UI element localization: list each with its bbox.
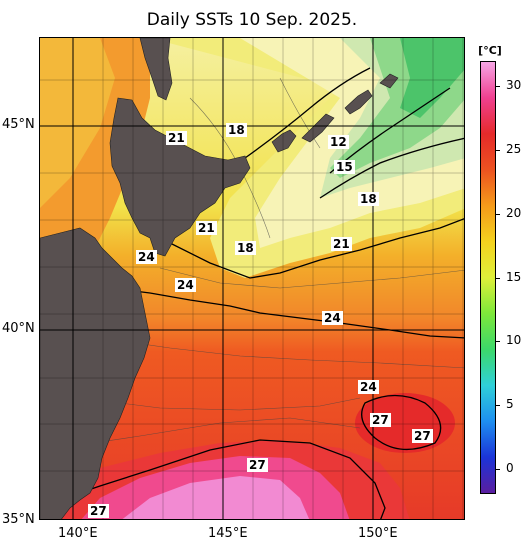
major-graticule [40,38,464,519]
contour-label: 15 [334,159,355,174]
colorbar-tick-label: 15 [506,269,522,284]
colorbar-tick-label: 10 [506,333,522,348]
kuril-urup [344,89,373,115]
sst-map-svg [40,38,464,519]
cold-core-zone [400,38,464,118]
contour-label: 21 [331,237,352,252]
contour-18 [244,67,371,159]
colorbar-tick-label: 25 [506,142,522,157]
japan-sea-north-region [40,38,115,208]
honshu [40,227,151,519]
contour-label: 24 [322,310,343,325]
contour-label: 27 [412,429,433,444]
colorbar-tick-label: 0 [506,460,514,475]
colorbar-tick-label: 5 [506,396,514,411]
kuril-kunashiri [271,129,297,153]
colorbar-tick-label: 20 [506,205,522,220]
contour-24 [109,287,464,339]
lon-label-145: 145°E [208,526,248,541]
contour-label: 21 [196,221,217,235]
colorbar [480,61,496,494]
land [40,38,399,519]
contour-15 [319,137,464,199]
contour-label: 18 [235,241,256,256]
lon-label-140: 140°E [58,526,98,541]
lat-label-45: 45°N [2,117,35,132]
lon-label-150: 150°E [358,526,398,541]
colorbar-tick [496,213,500,215]
colorbar-unit: [°C] [478,44,502,57]
colorbar-tick [496,341,500,343]
colorbar-tick [496,150,500,152]
kuril-island [379,73,399,89]
sst-map: 21 18 12 15 18 21 18 21 24 24 24 24 27 27 27 27 [39,37,465,520]
contour-label: 27 [88,504,109,518]
contour-label: 24 [136,249,157,264]
contour-label: 18 [226,123,247,138]
contour-27 [49,439,386,519]
pink-core-zone [122,476,310,519]
contour-lines [49,67,464,519]
contour-12 [329,87,451,174]
colorbar-tick [496,277,500,279]
contour-label: 18 [358,192,379,207]
contour-21 [134,218,464,279]
colorbar-tick-label: 30 [506,78,522,93]
contour-label: 24 [175,278,196,293]
contour-label: 21 [166,131,187,146]
contour-label: 27 [370,412,391,427]
lat-label-40: 40°N [2,321,35,336]
minor-contours [59,77,464,449]
map-title: Daily SSTs 10 Sep. 2025. [146,10,358,30]
contour-label: 24 [358,380,379,395]
contour-label: 27 [247,457,268,472]
contour-27-eddy [361,394,442,451]
colorbar-tick [496,404,500,406]
sakhalin [139,38,173,101]
colorbar-tick [496,468,500,470]
colorbar-tick [496,86,500,88]
contour-label: 12 [328,135,349,150]
lat-label-35: 35°N [2,512,35,527]
